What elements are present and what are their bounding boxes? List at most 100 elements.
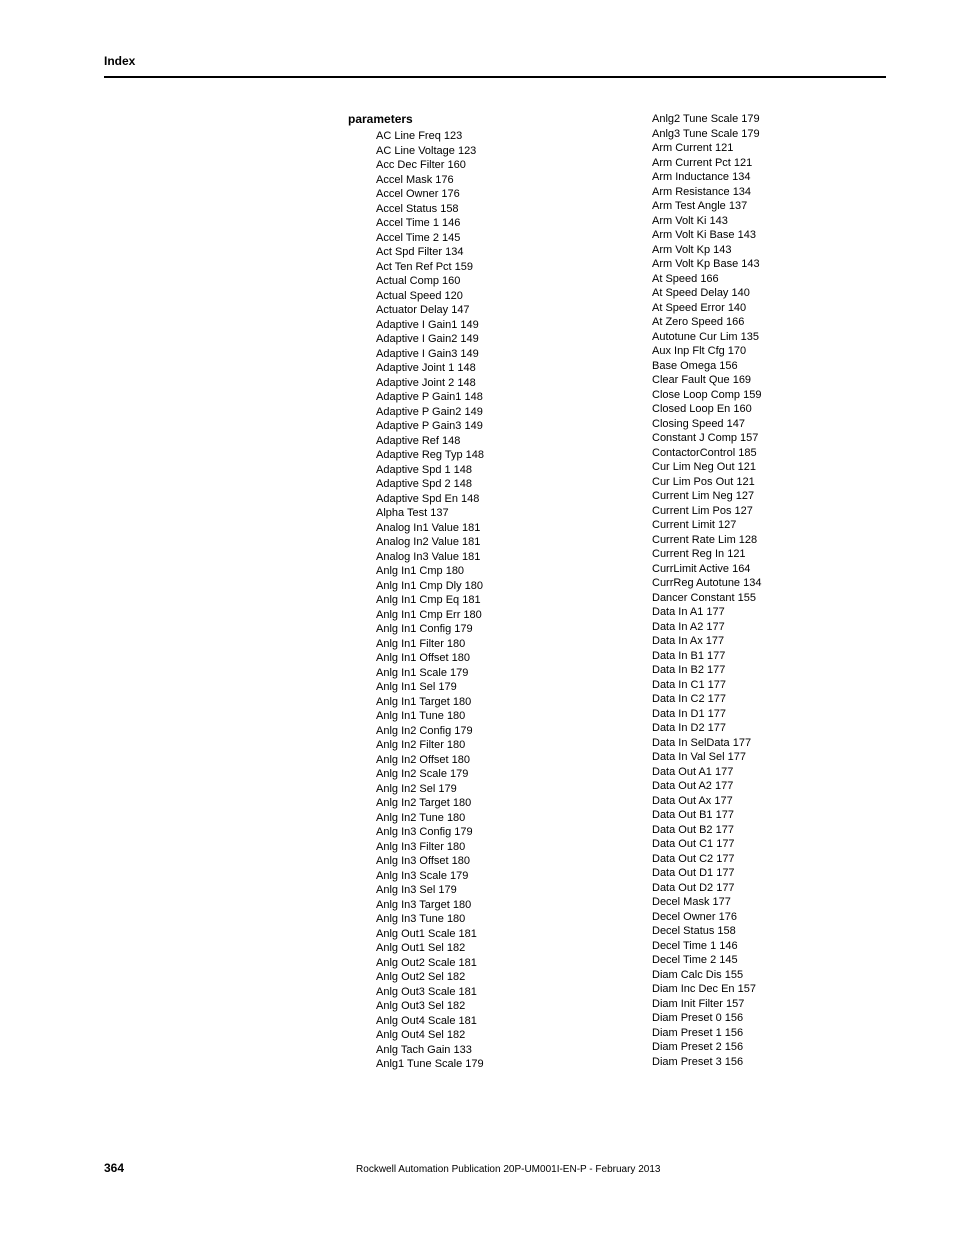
index-entry: Diam Preset 1 156 bbox=[652, 1026, 886, 1041]
index-entry: Accel Status 158 bbox=[376, 202, 582, 217]
index-entry: Analog In1 Value 181 bbox=[376, 521, 582, 536]
index-entry: Anlg Out2 Sel 182 bbox=[376, 970, 582, 985]
index-entry: Closed Loop En 160 bbox=[652, 402, 886, 417]
index-entry: At Speed 166 bbox=[652, 272, 886, 287]
index-entry: Anlg In1 Offset 180 bbox=[376, 651, 582, 666]
index-entry: Data Out D2 177 bbox=[652, 881, 886, 896]
index-entry: Anlg Out2 Scale 181 bbox=[376, 956, 582, 971]
index-entry: Dancer Constant 155 bbox=[652, 591, 886, 606]
index-entry: Act Spd Filter 134 bbox=[376, 245, 582, 260]
index-entry: Data In C1 177 bbox=[652, 678, 886, 693]
index-entry: Adaptive Joint 2 148 bbox=[376, 376, 582, 391]
index-entry: Anlg In1 Scale 179 bbox=[376, 666, 582, 681]
index-entry: Anlg Out1 Scale 181 bbox=[376, 927, 582, 942]
index-entry: Arm Inductance 134 bbox=[652, 170, 886, 185]
index-entry: Anlg In1 Target 180 bbox=[376, 695, 582, 710]
index-entry: Close Loop Comp 159 bbox=[652, 388, 886, 403]
index-entry: Actual Comp 160 bbox=[376, 274, 582, 289]
section-title: parameters bbox=[348, 112, 582, 126]
index-entry: Current Limit 127 bbox=[652, 518, 886, 533]
index-entry: Alpha Test 137 bbox=[376, 506, 582, 521]
index-entry: Clear Fault Que 169 bbox=[652, 373, 886, 388]
index-entry: Diam Preset 0 156 bbox=[652, 1011, 886, 1026]
index-entry: Data In D1 177 bbox=[652, 707, 886, 722]
index-entry: Data Out D1 177 bbox=[652, 866, 886, 881]
column-2: Anlg2 Tune Scale 179Anlg3 Tune Scale 179… bbox=[652, 112, 886, 1072]
index-entry: Adaptive I Gain1 149 bbox=[376, 318, 582, 333]
index-entry: Adaptive Joint 1 148 bbox=[376, 361, 582, 376]
index-entry: Anlg3 Tune Scale 179 bbox=[652, 127, 886, 142]
index-entry: Adaptive Ref 148 bbox=[376, 434, 582, 449]
index-entry: Current Lim Pos 127 bbox=[652, 504, 886, 519]
index-entry: Data In Val Sel 177 bbox=[652, 750, 886, 765]
index-entry: Anlg In2 Filter 180 bbox=[376, 738, 582, 753]
index-entry: Analog In3 Value 181 bbox=[376, 550, 582, 565]
index-entry: Diam Inc Dec En 157 bbox=[652, 982, 886, 997]
index-entry: Data In A1 177 bbox=[652, 605, 886, 620]
index-entry: Arm Volt Kp 143 bbox=[652, 243, 886, 258]
index-entry: Arm Current Pct 121 bbox=[652, 156, 886, 171]
index-entry: Adaptive P Gain2 149 bbox=[376, 405, 582, 420]
index-entry: Anlg In3 Scale 179 bbox=[376, 869, 582, 884]
index-entry: Decel Time 2 145 bbox=[652, 953, 886, 968]
index-entry: Data In C2 177 bbox=[652, 692, 886, 707]
page-number: 364 bbox=[104, 1161, 124, 1175]
index-entry: Data Out A1 177 bbox=[652, 765, 886, 780]
index-entry: Diam Init Filter 157 bbox=[652, 997, 886, 1012]
index-entry: Anlg In3 Filter 180 bbox=[376, 840, 582, 855]
index-entry: Data Out B1 177 bbox=[652, 808, 886, 823]
index-entry: Anlg In2 Scale 179 bbox=[376, 767, 582, 782]
index-entry: Accel Owner 176 bbox=[376, 187, 582, 202]
index-entry: Data In D2 177 bbox=[652, 721, 886, 736]
index-entry: Anlg In2 Target 180 bbox=[376, 796, 582, 811]
index-entry: Anlg In3 Sel 179 bbox=[376, 883, 582, 898]
index-entry: Diam Preset 2 156 bbox=[652, 1040, 886, 1055]
footer-text: Rockwell Automation Publication 20P-UM00… bbox=[356, 1164, 660, 1175]
index-entry: Data In Ax 177 bbox=[652, 634, 886, 649]
index-entry: Data Out Ax 177 bbox=[652, 794, 886, 809]
index-entry: Anlg In2 Config 179 bbox=[376, 724, 582, 739]
index-entry: Adaptive Spd 1 148 bbox=[376, 463, 582, 478]
index-entry: Data In B2 177 bbox=[652, 663, 886, 678]
index-entry: Current Lim Neg 127 bbox=[652, 489, 886, 504]
index-entry: Anlg In2 Tune 180 bbox=[376, 811, 582, 826]
index-entry: Anlg Tach Gain 133 bbox=[376, 1043, 582, 1058]
index-entry: At Speed Delay 140 bbox=[652, 286, 886, 301]
index-entry: Current Reg In 121 bbox=[652, 547, 886, 562]
index-entry: Anlg In2 Sel 179 bbox=[376, 782, 582, 797]
index-entry: Data In B1 177 bbox=[652, 649, 886, 664]
index-entry: Anlg In1 Cmp Eq 181 bbox=[376, 593, 582, 608]
index-entry: CurrLimit Active 164 bbox=[652, 562, 886, 577]
index-entry: Act Ten Ref Pct 159 bbox=[376, 260, 582, 275]
index-entry: Accel Time 1 146 bbox=[376, 216, 582, 231]
index-content: parameters AC Line Freq 123AC Line Volta… bbox=[348, 112, 886, 1072]
index-entry: Adaptive P Gain1 148 bbox=[376, 390, 582, 405]
index-entry: Anlg In1 Sel 179 bbox=[376, 680, 582, 695]
index-entry: Anlg In1 Cmp Dly 180 bbox=[376, 579, 582, 594]
index-entry: Adaptive I Gain3 149 bbox=[376, 347, 582, 362]
index-entry: Arm Current 121 bbox=[652, 141, 886, 156]
index-entry: Diam Calc Dis 155 bbox=[652, 968, 886, 983]
index-entry: Anlg In2 Offset 180 bbox=[376, 753, 582, 768]
index-entry: Constant J Comp 157 bbox=[652, 431, 886, 446]
header-label: Index bbox=[104, 54, 886, 68]
index-entry: Actuator Delay 147 bbox=[376, 303, 582, 318]
index-entry: Anlg Out4 Scale 181 bbox=[376, 1014, 582, 1029]
index-entry: Anlg In1 Cmp Err 180 bbox=[376, 608, 582, 623]
index-entry: Decel Owner 176 bbox=[652, 910, 886, 925]
index-entry: Decel Status 158 bbox=[652, 924, 886, 939]
index-entry: Data Out A2 177 bbox=[652, 779, 886, 794]
index-entry: ContactorControl 185 bbox=[652, 446, 886, 461]
index-entry: Analog In2 Value 181 bbox=[376, 535, 582, 550]
index-entry: Accel Time 2 145 bbox=[376, 231, 582, 246]
index-entry: Adaptive Spd 2 148 bbox=[376, 477, 582, 492]
index-entry: AC Line Freq 123 bbox=[376, 129, 582, 144]
index-entry: Actual Speed 120 bbox=[376, 289, 582, 304]
index-entry: Anlg In3 Offset 180 bbox=[376, 854, 582, 869]
index-entry: Cur Lim Pos Out 121 bbox=[652, 475, 886, 490]
index-entry: Arm Volt Ki 143 bbox=[652, 214, 886, 229]
index-entry: At Zero Speed 166 bbox=[652, 315, 886, 330]
index-entry: Arm Volt Kp Base 143 bbox=[652, 257, 886, 272]
column-1: parameters AC Line Freq 123AC Line Volta… bbox=[348, 112, 582, 1072]
header-rule bbox=[104, 76, 886, 78]
